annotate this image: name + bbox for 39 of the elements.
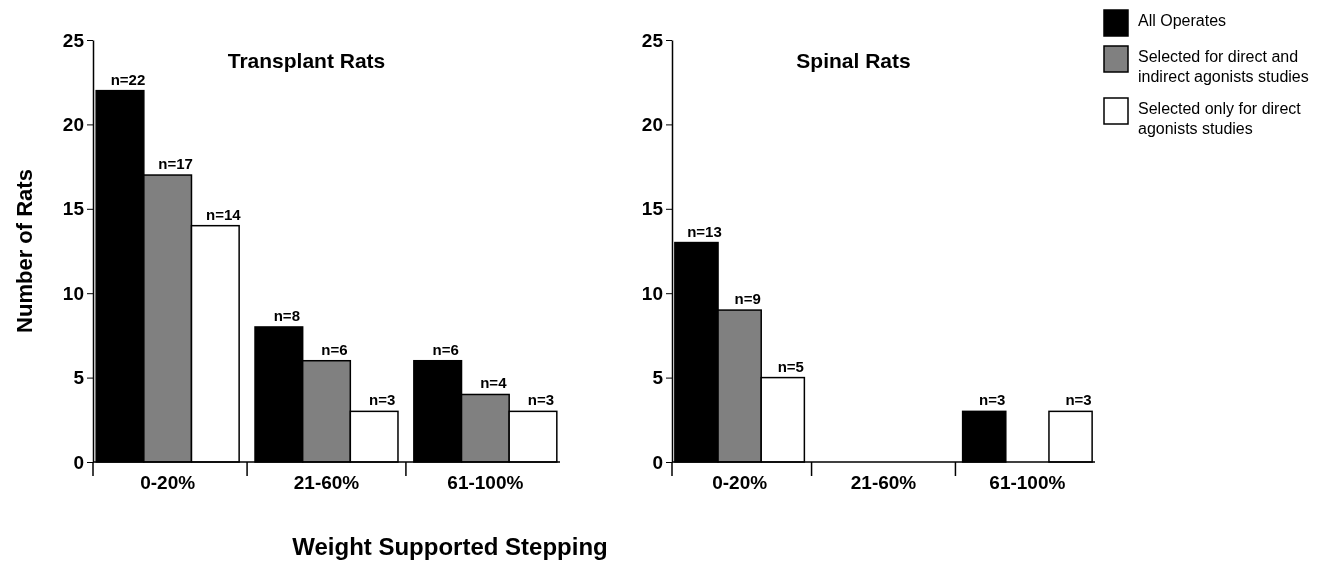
legend-label: Selected only for direct agonists studies xyxy=(1138,100,1302,137)
data-label: n=14 xyxy=(206,205,242,223)
data-label: n=8 xyxy=(273,306,300,324)
y-tick-label: 15 xyxy=(641,198,664,220)
data-label: n=22 xyxy=(110,70,146,88)
y-tick-label: 20 xyxy=(641,113,663,135)
data-label: n=4 xyxy=(480,374,508,392)
x-tick-label: 0-20% xyxy=(712,472,768,494)
data-label: n=6 xyxy=(432,340,459,358)
y-tick-label: 10 xyxy=(641,282,663,304)
data-label: n=3 xyxy=(979,391,1006,409)
data-label: n=3 xyxy=(369,391,396,409)
data-label: n=13 xyxy=(687,222,722,240)
x-tick-label: 21-60% xyxy=(850,472,917,494)
data-label: n=3 xyxy=(527,391,555,409)
data-label: n=9 xyxy=(734,290,761,308)
y-tick-label: 0 xyxy=(652,451,663,473)
legend-label: All Operates xyxy=(1138,12,1227,29)
chart-title: Transplant Rats xyxy=(227,49,386,72)
x-axis-title: Weight Supported Stepping xyxy=(292,533,608,560)
y-tick-label: 15 xyxy=(62,198,85,220)
data-label: n=17 xyxy=(158,155,193,173)
y-tick-label: 5 xyxy=(73,367,85,389)
y-tick-label: 25 xyxy=(62,29,85,51)
x-tick-label: 21-60% xyxy=(293,472,360,494)
x-tick-label: 61-100% xyxy=(447,472,524,494)
y-tick-label: 5 xyxy=(652,367,664,389)
y-tick-label: 20 xyxy=(62,113,84,135)
data-label: n=6 xyxy=(321,340,348,358)
x-tick-label: 61-100% xyxy=(989,472,1066,494)
x-tick-label: 0-20% xyxy=(140,472,196,494)
y-axis-title: Number of Rats xyxy=(12,169,37,333)
y-tick-label: 0 xyxy=(73,451,84,473)
y-tick-label: 10 xyxy=(62,282,84,304)
data-label: n=3 xyxy=(1065,391,1092,409)
legend-label: Selected for direct and indirect agonists studies xyxy=(1138,48,1309,85)
data-label: n=5 xyxy=(777,357,804,375)
chart-title: Spinal Rats xyxy=(796,49,911,72)
y-tick-label: 25 xyxy=(641,29,664,51)
